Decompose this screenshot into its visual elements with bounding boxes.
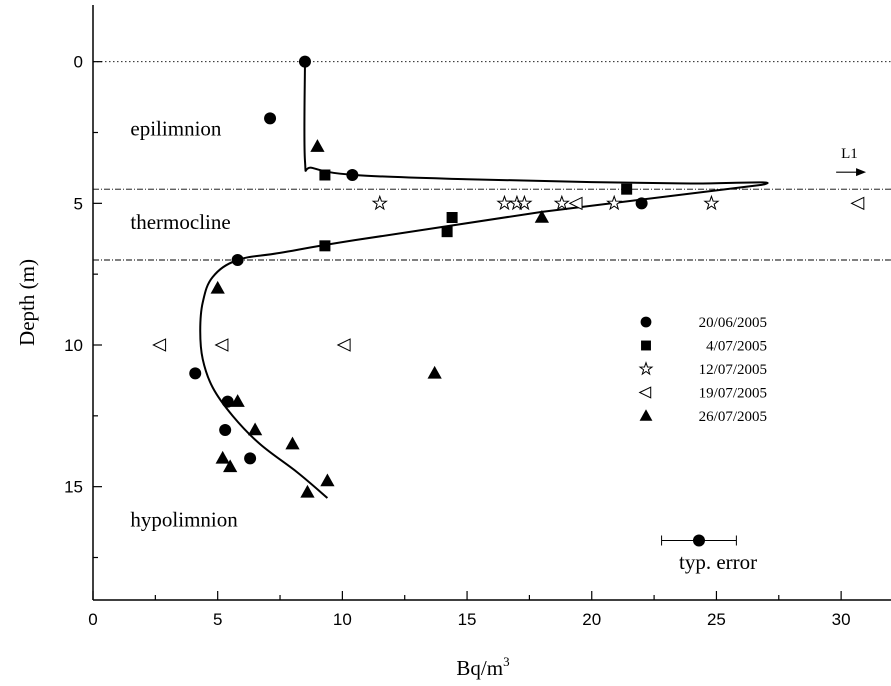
- fit-curve-group: [199, 61, 769, 499]
- point-series-3-1: [850, 196, 865, 211]
- point-series-4-3: [427, 365, 442, 379]
- y-tick-label: 5: [74, 194, 83, 213]
- x-tick-label: 25: [707, 610, 726, 629]
- point-series-3-0: [568, 196, 583, 211]
- point-series-0-8: [244, 452, 257, 465]
- point-series-2-3: [516, 194, 533, 211]
- point-series-4-7: [215, 450, 230, 464]
- error-bar-point: [692, 534, 705, 547]
- point-series-1-1: [621, 183, 633, 195]
- annotation-4: typ. error: [679, 550, 757, 574]
- annotation-0: epilimnion: [130, 116, 221, 140]
- x-axis-title: Bq/m3: [456, 654, 509, 680]
- point-series-0-3: [635, 197, 648, 210]
- point-series-2-0: [371, 194, 388, 211]
- legend-label-1: 4/07/2005: [706, 339, 767, 355]
- point-series-2-6: [703, 194, 720, 211]
- l1-arrow-head: [856, 168, 867, 177]
- point-series-2-1: [496, 194, 513, 211]
- point-series-1-2: [446, 212, 458, 223]
- legend-marker-0: [640, 316, 652, 328]
- legend-label-3: 19/07/2005: [699, 386, 767, 402]
- legend-marker-1: [641, 340, 651, 351]
- fit-curve: [199, 61, 769, 499]
- legend-label-4: 26/07/2005: [699, 409, 767, 425]
- x-tick-label: 15: [458, 610, 477, 629]
- point-series-3-4: [336, 338, 351, 352]
- annotation-3: L1: [841, 146, 858, 162]
- point-series-4-1: [534, 210, 549, 223]
- point-series-4-0: [310, 139, 325, 152]
- point-series-4-6: [285, 436, 300, 450]
- point-series-2-4: [553, 194, 570, 211]
- y-tick-label: 0: [74, 53, 83, 72]
- point-series-0-1: [264, 112, 277, 125]
- point-series-4-10: [300, 484, 315, 498]
- annotation-2: hypolimnion: [130, 507, 238, 531]
- point-series-4-4: [230, 394, 245, 407]
- legend-marker-3: [638, 386, 652, 399]
- legend-marker-4: [639, 409, 653, 421]
- point-series-0-4: [231, 254, 244, 266]
- point-series-4-2: [210, 280, 225, 294]
- point-series-4-5: [247, 422, 263, 436]
- point-series-1-4: [319, 240, 331, 252]
- point-series-0-5: [189, 367, 202, 380]
- typical-error-marker: [661, 534, 737, 547]
- legend-label-2: 12/07/2005: [699, 362, 767, 378]
- point-series-1-0: [319, 169, 331, 181]
- reference-lines: [93, 61, 891, 261]
- y-tick-label: 10: [64, 336, 83, 355]
- point-series-1-3: [441, 226, 453, 238]
- legend-label-0: 20/06/2005: [699, 315, 767, 331]
- x-axis-title-main: Bq/m: [456, 656, 503, 680]
- annotation-1: thermocline: [130, 210, 230, 234]
- y-tick-label: 15: [64, 478, 83, 497]
- x-tick-label: 30: [832, 610, 851, 629]
- y-axis-title: Depth (m): [15, 259, 39, 346]
- x-tick-label: 5: [213, 610, 222, 629]
- point-series-3-2: [152, 338, 167, 352]
- point-series-4-9: [320, 473, 335, 487]
- x-tick-label: 10: [333, 610, 352, 629]
- annotations: epilimnion thermocline hypolimnion L1 typ. e…: [130, 116, 867, 574]
- x-axis-title-superscript: 3: [503, 654, 510, 669]
- point-series-4-8: [223, 459, 238, 473]
- point-series-2-5: [606, 194, 623, 211]
- legend-marker-2: [638, 361, 654, 376]
- axes: [92, 5, 891, 601]
- x-tick-label: 20: [582, 610, 601, 629]
- point-series-0-6: [221, 395, 234, 408]
- point-series-0-0: [298, 55, 311, 68]
- point-series-0-7: [219, 424, 232, 436]
- point-series-0-2: [346, 169, 359, 181]
- x-tick-label: 0: [88, 610, 97, 629]
- legend: 20/06/2005 4/07/2005 12/07/2005 19/07/2005 2…: [638, 315, 767, 425]
- point-series-3-3: [214, 338, 229, 352]
- tick-labels: 0 5 10 15 20 25 30 0 5 10 15 Bq/m3 Depth (m): [15, 53, 851, 680]
- data-points: [152, 55, 865, 498]
